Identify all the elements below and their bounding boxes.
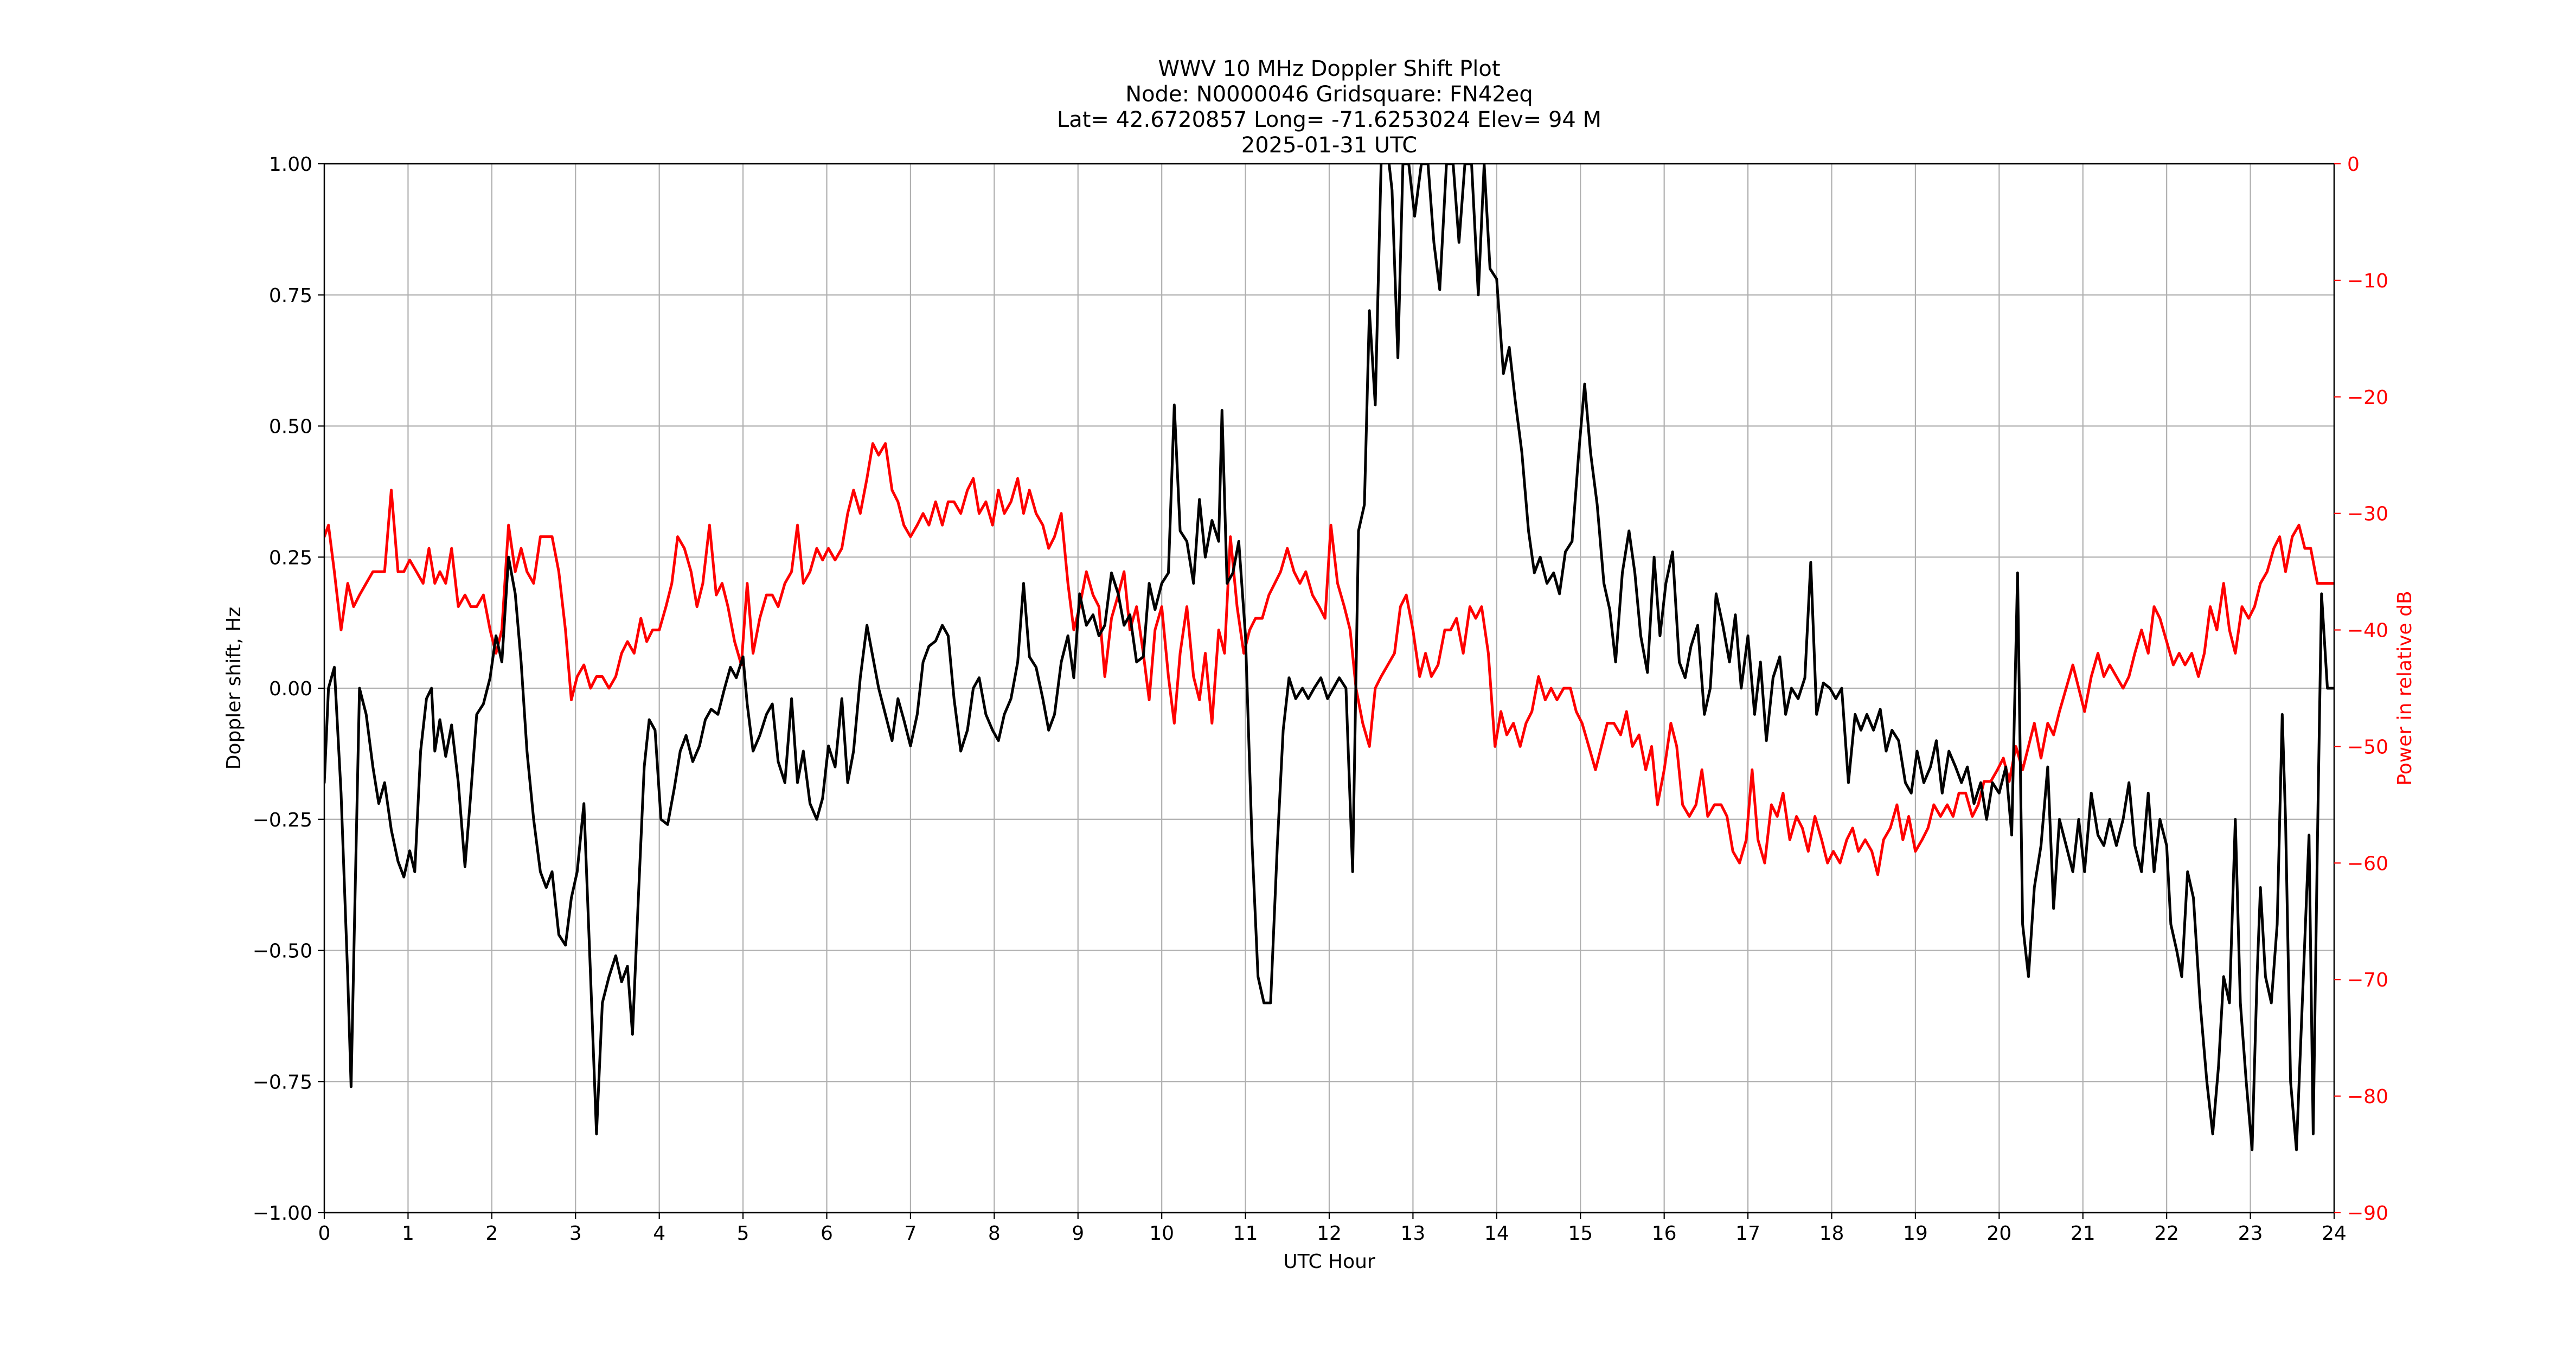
chart-title-line-3: Lat= 42.6720857 Long= -71.6253024 Elev= … xyxy=(1057,107,1601,132)
x-tick-label-15: 15 xyxy=(1568,1222,1593,1245)
x-tick-label-3: 3 xyxy=(569,1222,582,1245)
x-tick-label-6: 6 xyxy=(821,1222,833,1245)
x-tick-label-20: 20 xyxy=(1987,1222,2011,1245)
y-right-tick-label-4: −40 xyxy=(2347,620,2388,642)
x-tick-label-1: 1 xyxy=(402,1222,414,1245)
y-right-tick-label-3: −30 xyxy=(2347,503,2388,526)
x-tick-label-14: 14 xyxy=(1484,1222,1509,1245)
y-right-tick-label-1: −10 xyxy=(2347,270,2388,292)
x-tick-label-7: 7 xyxy=(904,1222,917,1245)
y-left-tick-label-2: −0.50 xyxy=(253,940,312,963)
x-tick-label-18: 18 xyxy=(1819,1222,1844,1245)
x-tick-label-21: 21 xyxy=(2071,1222,2096,1245)
chart-title: WWV 10 MHz Doppler Shift Plot Node: N000… xyxy=(1057,56,1601,158)
x-tick-label-8: 8 xyxy=(988,1222,1001,1245)
chart-title-line-1: WWV 10 MHz Doppler Shift Plot xyxy=(1158,56,1500,81)
y-left-tick-label-5: 0.25 xyxy=(269,547,312,569)
x-tick-label-0: 0 xyxy=(318,1222,331,1245)
x-tick-label-22: 22 xyxy=(2154,1222,2179,1245)
x-tick-label-23: 23 xyxy=(2238,1222,2263,1245)
y-left-tick-label-3: −0.25 xyxy=(253,809,312,831)
chart-title-line-4: 2025-01-31 UTC xyxy=(1241,133,1417,158)
x-tick-label-9: 9 xyxy=(1072,1222,1084,1245)
x-tick-label-4: 4 xyxy=(653,1222,665,1245)
y-axis-right-label: Power in relative dB xyxy=(2394,591,2416,785)
y-left-tick-label-0: −1.00 xyxy=(253,1202,312,1225)
y-right-tick-label-2: −20 xyxy=(2347,387,2388,409)
y-left-tick-label-7: 0.75 xyxy=(269,285,312,307)
x-tick-label-12: 12 xyxy=(1317,1222,1342,1245)
power-line xyxy=(324,442,2334,876)
y-left-tick-label-4: 0.00 xyxy=(269,678,312,700)
x-tick-label-10: 10 xyxy=(1149,1222,1174,1245)
x-tick-label-2: 2 xyxy=(485,1222,498,1245)
y-right-tick-label-9: −90 xyxy=(2347,1202,2388,1225)
x-tick-label-5: 5 xyxy=(737,1222,749,1245)
x-tick-label-19: 19 xyxy=(1903,1222,1928,1245)
y-right-tick-label-8: −80 xyxy=(2347,1086,2388,1108)
y-axis-left-label: Doppler shift, Hz xyxy=(223,607,245,770)
x-tick-label-17: 17 xyxy=(1735,1222,1760,1245)
y-left-tick-label-6: 0.50 xyxy=(269,416,312,438)
doppler-shift-line xyxy=(324,164,2334,1151)
x-tick-label-11: 11 xyxy=(1233,1222,1258,1245)
y-right-tick-label-6: −60 xyxy=(2347,853,2388,875)
y-right-tick-label-0: 0 xyxy=(2347,153,2360,176)
x-tick-label-16: 16 xyxy=(1652,1222,1677,1245)
y-left-tick-label-1: −0.75 xyxy=(253,1071,312,1093)
chart-title-line-2: Node: N0000046 Gridsquare: FN42eq xyxy=(1125,82,1533,107)
y-left-tick-label-8: 1.00 xyxy=(269,153,312,176)
x-tick-label-24: 24 xyxy=(2322,1222,2347,1245)
x-axis-label: UTC Hour xyxy=(1283,1251,1375,1273)
y-right-tick-label-5: −50 xyxy=(2347,736,2388,758)
series-layer xyxy=(324,164,2334,1151)
ticks-layer: 0 1 2 3 4 5 6 7 8 9 10 11 12 13 14 15 16 17 18 19 20 21 22 23 24… xyxy=(253,153,2388,1245)
x-tick-label-13: 13 xyxy=(1401,1222,1426,1245)
y-right-tick-label-7: −70 xyxy=(2347,969,2388,991)
